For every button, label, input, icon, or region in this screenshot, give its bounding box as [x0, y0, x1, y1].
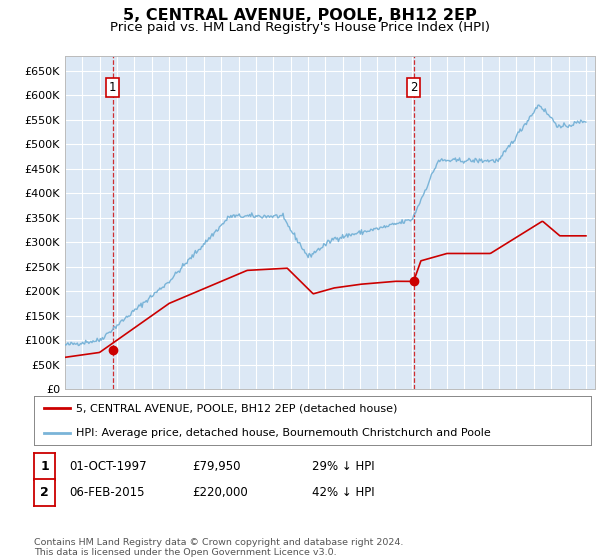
Text: 06-FEB-2015: 06-FEB-2015: [69, 486, 145, 500]
Text: £79,950: £79,950: [192, 460, 241, 473]
Text: 01-OCT-1997: 01-OCT-1997: [69, 460, 146, 473]
Text: 2: 2: [40, 486, 49, 500]
Text: 29% ↓ HPI: 29% ↓ HPI: [312, 460, 374, 473]
Text: HPI: Average price, detached house, Bournemouth Christchurch and Poole: HPI: Average price, detached house, Bour…: [76, 428, 491, 438]
Text: 5, CENTRAL AVENUE, POOLE, BH12 2EP: 5, CENTRAL AVENUE, POOLE, BH12 2EP: [123, 8, 477, 24]
Text: 1: 1: [109, 81, 116, 94]
Text: 2: 2: [410, 81, 418, 94]
Text: Price paid vs. HM Land Registry's House Price Index (HPI): Price paid vs. HM Land Registry's House …: [110, 21, 490, 34]
Text: 1: 1: [40, 460, 49, 473]
Text: £220,000: £220,000: [192, 486, 248, 500]
Text: 5, CENTRAL AVENUE, POOLE, BH12 2EP (detached house): 5, CENTRAL AVENUE, POOLE, BH12 2EP (deta…: [76, 403, 397, 413]
Text: Contains HM Land Registry data © Crown copyright and database right 2024.
This d: Contains HM Land Registry data © Crown c…: [34, 538, 404, 557]
Text: 42% ↓ HPI: 42% ↓ HPI: [312, 486, 374, 500]
